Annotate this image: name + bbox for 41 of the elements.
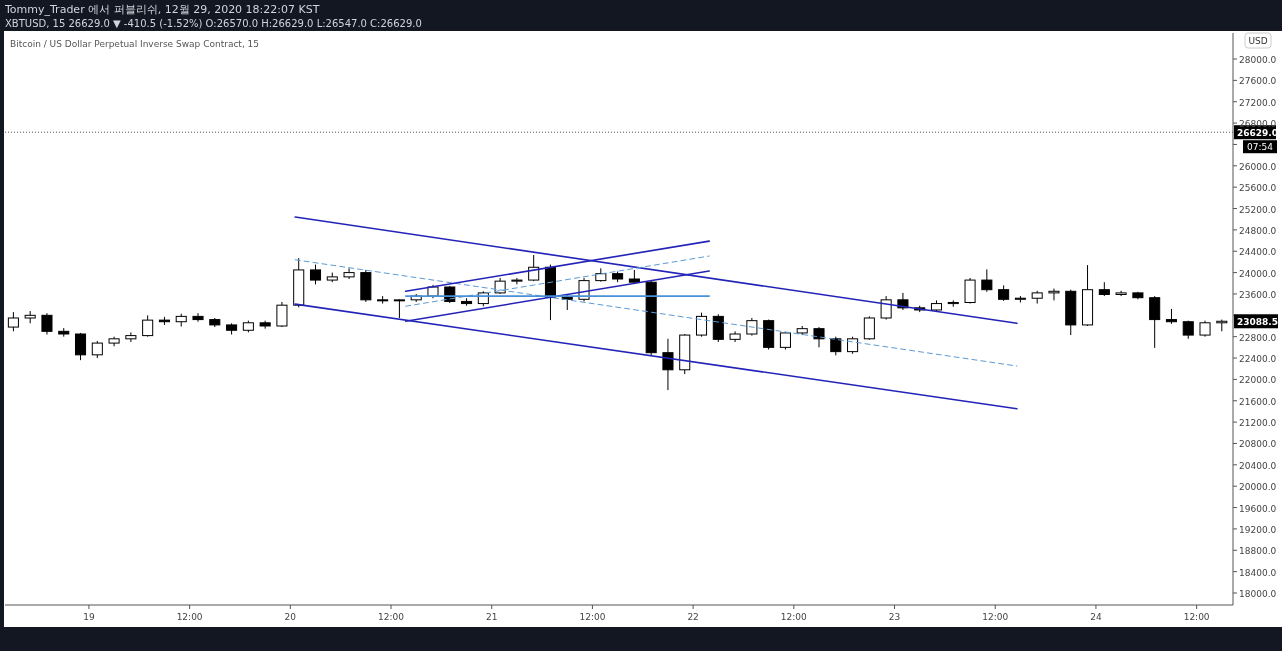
y-tick-label: 24000.0 xyxy=(1239,268,1277,279)
y-tick-label: 18000.0 xyxy=(1239,588,1277,599)
text: 07:54 xyxy=(1247,142,1274,153)
y-tick-label: 24800.0 xyxy=(1239,225,1277,236)
y-tick-label: 26000.0 xyxy=(1239,161,1277,172)
x-tick-label: 23 xyxy=(888,612,901,622)
y-tick-label: 20400.0 xyxy=(1239,460,1277,471)
text: Bitcoin / US Dollar Perpetual Inverse Swap Contract, 15 xyxy=(10,39,260,49)
y-tick-label: 20800.0 xyxy=(1239,439,1277,450)
text: Tommy_Trader 에서 퍼블리쉬, 12월 29, 2020 18:22:07 KST xyxy=(4,3,320,16)
y-tick-label: 18400.0 xyxy=(1239,567,1277,578)
y-tick-label: 21200.0 xyxy=(1239,418,1277,429)
y-tick-label: 19600.0 xyxy=(1239,503,1277,514)
text: USD xyxy=(1248,36,1268,46)
x-tick-label: 24 xyxy=(1090,612,1102,622)
x-tick-label: 21 xyxy=(486,612,498,622)
x-tick-label: 19 xyxy=(83,612,95,622)
y-tick-label: 22800.0 xyxy=(1239,332,1277,343)
y-tick-label: 22000.0 xyxy=(1239,375,1277,386)
x-tick-label: 22 xyxy=(687,612,699,622)
y-tick-label: 25600.0 xyxy=(1239,183,1277,194)
x-tick-label: 12:00 xyxy=(378,612,405,622)
y-tick-label: 27200.0 xyxy=(1239,97,1277,108)
y-tick-label: 22400.0 xyxy=(1239,354,1277,365)
x-tick-label: 12:00 xyxy=(780,612,808,622)
y-tick-label: 25200.0 xyxy=(1239,204,1277,215)
x-tick-label: 12:00 xyxy=(176,612,203,622)
y-tick-label: 24400.0 xyxy=(1239,247,1277,258)
y-tick-label: 27600.0 xyxy=(1239,76,1277,87)
annotation: 23088.5 xyxy=(1237,317,1278,328)
y-tick-label: 21600.0 xyxy=(1239,396,1277,407)
y-tick-label: 28000.0 xyxy=(1239,55,1277,65)
x-tick-label: 20 xyxy=(284,612,297,622)
y-tick-label: 18800.0 xyxy=(1239,546,1277,557)
y-tick-label: 20000.0 xyxy=(1239,482,1277,493)
text: XBTUSD, 15 26629.0 ▼ -410.5 (-1.52%) O:26570.0 H:26629.0 L:26547.0 C:26629.0 xyxy=(5,18,422,29)
x-tick-label: 12:00 xyxy=(1183,612,1210,622)
y-tick-label: 23600.0 xyxy=(1239,289,1277,300)
y-tick-label: 19200.0 xyxy=(1239,524,1277,535)
x-tick-label: 12:00 xyxy=(982,612,1009,622)
x-tick-label: 12:00 xyxy=(579,612,606,622)
